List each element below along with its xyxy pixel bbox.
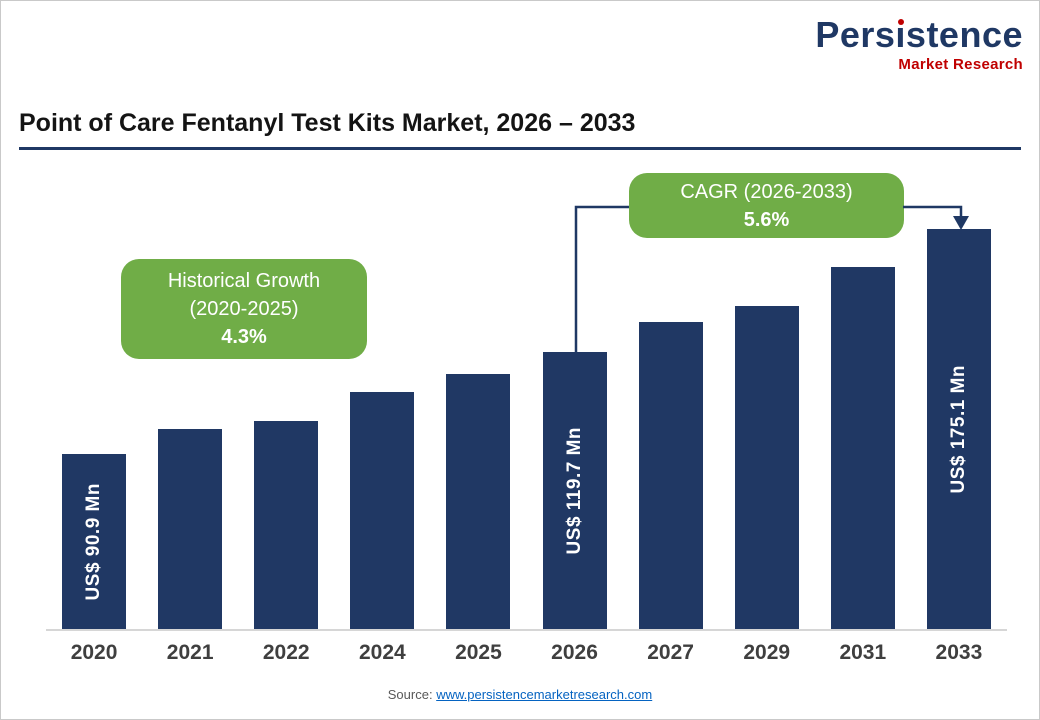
x-axis-tick-label: 2033 (935, 641, 983, 664)
bar (158, 429, 223, 629)
bar-slot (815, 267, 911, 629)
x-axis-tick-label: 2020 (70, 641, 118, 664)
bar (254, 421, 319, 629)
x-axis-tick-label: 2025 (455, 641, 502, 664)
callout-cagr: CAGR (2026-2033) 5.6% (629, 173, 904, 238)
source-link[interactable]: www.persistencemarketresearch.com (436, 687, 653, 702)
red-dot-icon (897, 19, 904, 25)
bar (734, 306, 799, 629)
bar-slot (334, 392, 430, 629)
callout-cagr-label: CAGR (2026-2033) (680, 180, 853, 203)
x-axis-tick-label: 2029 (743, 641, 791, 664)
bar (350, 392, 415, 629)
bar-chart: US$ 90.9 Mn US$ 119.7 Mn US$ 175.1 Mn 2020… (46, 223, 1007, 665)
chart-title: Point of Care Fentanyl Test Kits Market,… (19, 109, 636, 137)
x-axis-labels: 2020 2021 2022 2024 2025 2026 2027 2029 2031 2033 (46, 631, 1007, 665)
x-axis-tick-label: 2021 (166, 641, 214, 664)
bar (830, 267, 895, 629)
x-axis-tick-label: 2022 (262, 641, 310, 664)
x-axis-tick-label: 2024 (358, 641, 406, 664)
brand-name: Persı stence (815, 14, 1023, 55)
brand-subtitle: Market Research (898, 56, 1023, 73)
bar-slot (623, 322, 719, 629)
bar-value-label: US$ 119.7 Mn (563, 426, 585, 555)
callout-historical-value: 4.3% (221, 326, 267, 348)
bar-slot: US$ 90.9 Mn (46, 454, 142, 629)
bar-slot (430, 374, 526, 629)
bar: US$ 175.1 Mn (926, 229, 991, 629)
bars-row: US$ 90.9 Mn US$ 119.7 Mn US$ 175.1 Mn (46, 223, 1007, 631)
bar (638, 322, 703, 629)
connector-right-line (903, 205, 963, 217)
callout-text-line2: (2020-2025) (189, 298, 299, 320)
bar-value-label: US$ 90.9 Mn (83, 482, 105, 601)
source-prefix: Source: (387, 687, 437, 702)
bar-slot: US$ 119.7 Mn (526, 352, 622, 629)
title-underline (19, 147, 1021, 150)
x-axis-tick-label: 2026 (551, 641, 598, 664)
bar-slot: US$ 175.1 Mn (911, 229, 1007, 629)
callout-text-line1: Historical Growth (167, 270, 321, 292)
brand-logo: Persı stence Market Research (815, 14, 1023, 74)
bar: US$ 119.7 Mn (542, 352, 607, 629)
bar: US$ 90.9 Mn (62, 454, 127, 629)
bar-slot (719, 306, 815, 629)
bar-value-label: US$ 175.1 Mn (947, 364, 969, 494)
bar (446, 374, 511, 629)
x-axis-tick-label: 2031 (839, 641, 887, 664)
callout-historical-growth: Historical Growth (2020-2025) 4.3% (121, 259, 367, 359)
bar-slot (238, 421, 334, 629)
x-axis-tick-label: 2027 (647, 641, 694, 664)
callout-cagr-value: 5.6% (743, 208, 790, 231)
source-line: Source: www.persistencemarketresearch.co… (1, 687, 1039, 702)
bar-slot (142, 429, 238, 629)
